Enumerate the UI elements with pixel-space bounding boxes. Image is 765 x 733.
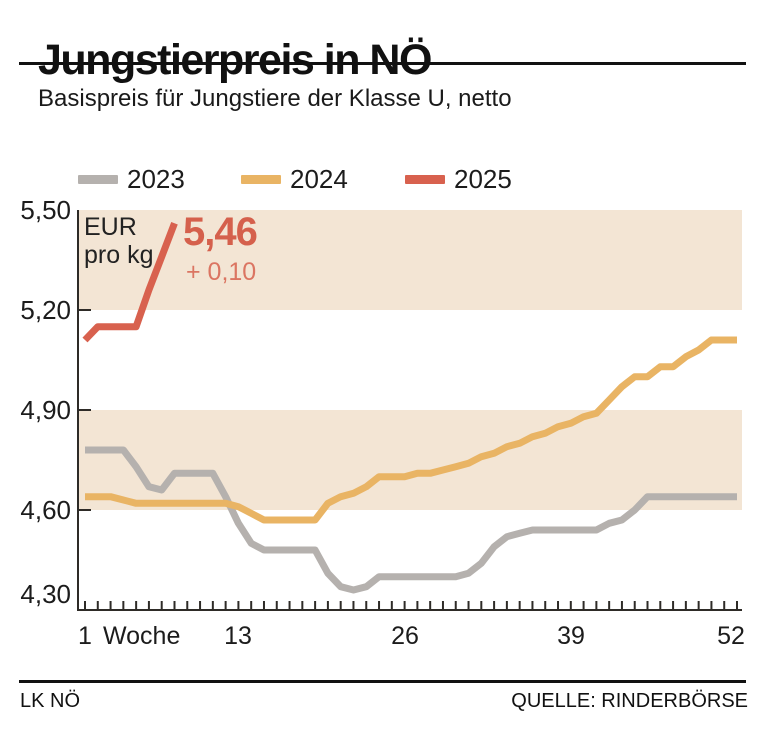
x-tick-label-52: 52 xyxy=(717,622,745,650)
legend-label-2024: 2024 xyxy=(290,164,348,194)
legend-item-2023: 2023 xyxy=(78,165,185,193)
legend-item-2024: 2024 xyxy=(241,165,348,193)
x-tick-label-26: 26 xyxy=(391,622,419,650)
credit-label: LK NÖ xyxy=(20,690,81,712)
x-axis-label: Woche xyxy=(103,622,181,650)
legend-label-2023: 2023 xyxy=(127,164,185,194)
y-tick-label-430: 4,30 xyxy=(20,579,71,609)
y-tick-label-520: 5,20 xyxy=(20,295,71,325)
x-tick-label-13: 13 xyxy=(224,622,252,650)
legend-item-2025: 2025 xyxy=(405,165,512,193)
y-axis-unit: EUR pro kg xyxy=(84,213,153,269)
latest-price-annotation: 5,46 xyxy=(183,210,258,254)
x-tick-label-1: 1 xyxy=(78,622,92,650)
y-tick-label-550: 5,50 xyxy=(20,195,71,225)
y-tick-label-490: 4,90 xyxy=(20,395,71,425)
legend-swatch-2023 xyxy=(78,174,118,184)
source-label: QUELLE: RINDERBÖRSE xyxy=(511,690,748,712)
x-tick-label-39: 39 xyxy=(557,622,585,650)
legend-swatch-2024 xyxy=(241,174,281,184)
title-divider xyxy=(19,62,746,65)
chart-subtitle: Basispreis für Jungstiere der Klasse U, … xyxy=(38,85,512,112)
y-axis-unit-line1: EUR xyxy=(84,213,137,241)
y-axis-unit-line2: pro kg xyxy=(84,241,154,269)
page-title: Jungstierpreis in NÖ xyxy=(38,35,432,84)
footer-divider xyxy=(19,680,746,683)
legend-swatch-2025 xyxy=(405,174,445,184)
legend-label-2025: 2025 xyxy=(454,164,512,194)
price-change-annotation: + 0,10 xyxy=(186,258,257,286)
y-tick-label-460: 4,60 xyxy=(20,495,71,525)
